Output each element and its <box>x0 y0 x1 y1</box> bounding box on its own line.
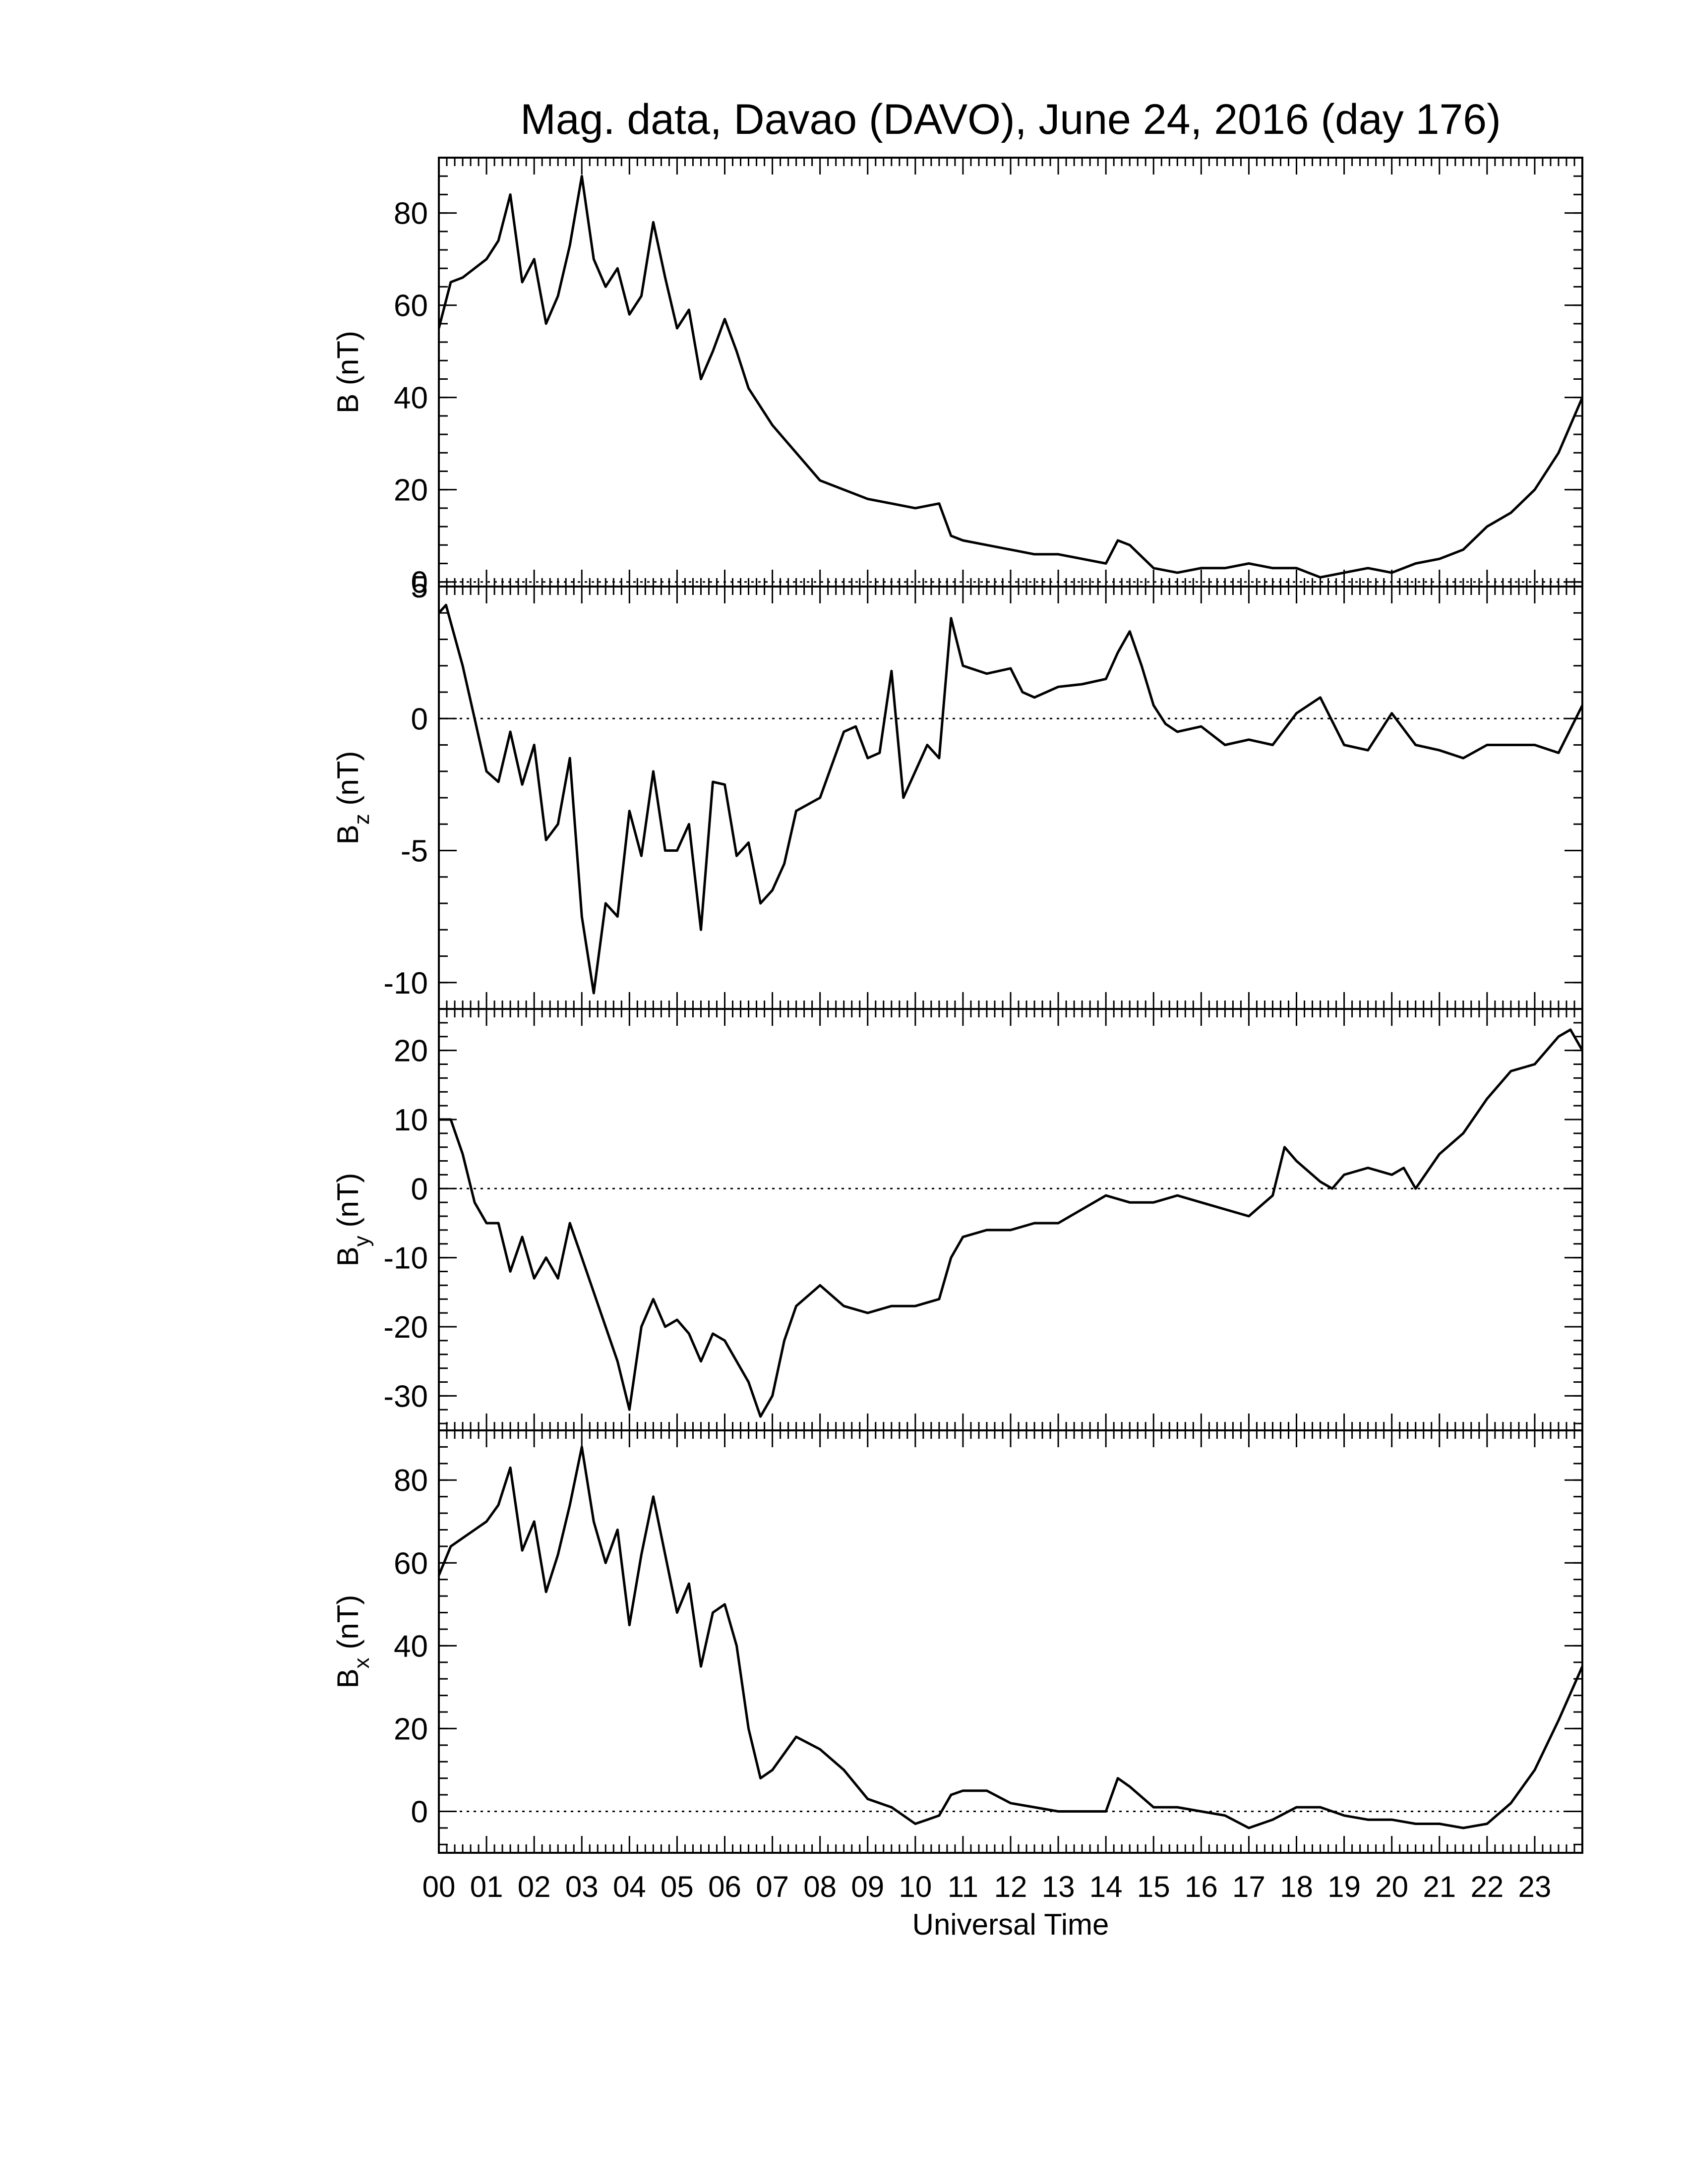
panel-frame <box>438 1429 1583 1854</box>
y-ticks-Bz: 5 0 -5 -10 <box>383 570 1582 1010</box>
x-tick-label: 04 <box>613 1870 646 1903</box>
x-tick-label: 07 <box>756 1870 789 1903</box>
y-axis-title-Bx: Bx (nT) <box>331 1595 374 1689</box>
x-ticks-B <box>438 158 1583 587</box>
y-tick-label: 40 <box>394 381 428 415</box>
x-tick-label: 11 <box>948 1870 978 1903</box>
chart-title: Mag. data, Davao (DAVO), June 24, 2016 (… <box>520 96 1501 143</box>
x-ticks-By <box>438 1009 1583 1430</box>
y-tick-label: 5 <box>411 570 428 604</box>
panel-Bz: 5 0 -5 -10 Bz (nT) <box>331 570 1583 1010</box>
panel-Bx: 0 20 40 60 80 Bx (nT) <box>331 1429 1583 1854</box>
y-tick-label: 80 <box>394 1464 428 1498</box>
panel-frame <box>438 586 1583 1010</box>
x-tick-label: 00 <box>422 1870 456 1903</box>
y-tick-label: 60 <box>394 289 428 323</box>
y-tick-label: -10 <box>383 1241 428 1276</box>
x-tick-label: 19 <box>1327 1870 1361 1903</box>
y-tick-label: 0 <box>411 566 428 600</box>
y-tick-label: 60 <box>394 1546 428 1581</box>
panel-B: 0 20 40 60 80 B (nT) <box>331 157 1583 600</box>
y-tick-label: 40 <box>394 1629 428 1663</box>
y-ticks-By: 20 10 0 -10 -20 -30 <box>383 1008 1582 1424</box>
x-ticks-Bx <box>438 1430 1583 1853</box>
x-tick-label: 08 <box>803 1870 837 1903</box>
x-tick-label: 21 <box>1423 1870 1456 1903</box>
x-tick-label: 02 <box>518 1870 551 1903</box>
y-tick-label: 20 <box>394 473 428 508</box>
x-tick-label: 01 <box>470 1870 503 1903</box>
x-tick-label: 05 <box>661 1870 694 1903</box>
y-tick-label: 0 <box>411 1795 428 1829</box>
y-ticks-B: 0 20 40 60 80 <box>394 157 1582 600</box>
panel-By: 20 10 0 -10 -20 -30 By (nT) <box>331 1008 1583 1431</box>
y-tick-label: -30 <box>383 1379 428 1414</box>
x-tick-label: 14 <box>1089 1870 1123 1903</box>
y-tick-label: 10 <box>394 1103 428 1137</box>
x-tick-label: 13 <box>1042 1870 1075 1903</box>
panel-frame <box>438 157 1583 588</box>
y-tick-label: -5 <box>401 834 428 869</box>
panel-frame <box>438 1008 1583 1431</box>
x-tick-label: 17 <box>1232 1870 1265 1903</box>
x-tick-label: 03 <box>565 1870 599 1903</box>
y-tick-label: 20 <box>394 1712 428 1746</box>
x-axis-tick-labels: 00 01 02 03 04 05 06 07 08 09 10 11 12 13 14 15 16 17 18 19… <box>422 1870 1552 1903</box>
x-tick-label: 15 <box>1137 1870 1170 1903</box>
x-tick-label: 20 <box>1375 1870 1408 1903</box>
x-tick-label: 18 <box>1280 1870 1313 1903</box>
y-tick-label: 0 <box>411 702 428 736</box>
x-tick-label: 16 <box>1185 1870 1218 1903</box>
x-tick-label: 22 <box>1470 1870 1504 1903</box>
y-axis-title-Bz: Bz (nT) <box>331 751 374 845</box>
y-tick-label: 80 <box>394 197 428 231</box>
series-line-Bx <box>439 1445 1582 1830</box>
y-tick-label: -20 <box>383 1310 428 1345</box>
x-tick-label: 10 <box>899 1870 932 1903</box>
series-line-Bz <box>439 603 1582 995</box>
y-axis-title-By: By (nT) <box>331 1173 374 1267</box>
x-tick-label: 23 <box>1518 1870 1552 1903</box>
x-tick-label: 06 <box>708 1870 741 1903</box>
x-ticks-Bz <box>438 587 1583 1009</box>
x-axis-title: Universal Time <box>912 1908 1109 1941</box>
x-tick-label: 09 <box>851 1870 884 1903</box>
y-ticks-Bx: 0 20 40 60 80 <box>394 1429 1582 1845</box>
y-tick-label: 0 <box>411 1172 428 1206</box>
series-line-B <box>439 175 1582 579</box>
x-tick-label: 12 <box>994 1870 1027 1903</box>
series-line-By <box>439 1028 1582 1418</box>
y-axis-title-B: B (nT) <box>331 331 364 413</box>
y-tick-label: 20 <box>394 1034 428 1068</box>
y-tick-label: -10 <box>383 966 428 1001</box>
